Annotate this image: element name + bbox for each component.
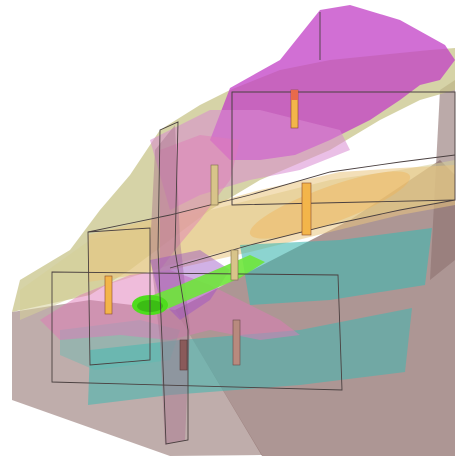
magenta-surface-cover: [150, 5, 455, 270]
orange-band: [88, 165, 455, 282]
sandstone-middle: [88, 165, 455, 282]
teal-panel-lower: [88, 308, 412, 405]
borehole-bh-1-head: [291, 90, 298, 100]
boreholes: [104, 89, 312, 371]
teal-panel-upper: [240, 228, 432, 305]
magenta-fault-branch: [160, 135, 240, 270]
borehole-bh-7: [179, 339, 188, 371]
borehole-bh-5: [104, 275, 113, 315]
orange-tunnel-upper: [249, 171, 411, 239]
magenta-slope: [150, 110, 350, 210]
frame-vertical-fault: [157, 121, 189, 445]
borehole-bh-3: [301, 182, 312, 236]
frame-left-box: [51, 271, 343, 391]
section-frames: [51, 12, 456, 445]
frame-terrain-contour-lower: [169, 199, 456, 269]
frame-terrain-contour: [87, 154, 456, 233]
frame-middle-box: [87, 227, 151, 366]
borehole-bh-2: [210, 164, 219, 206]
borehole-bh-4: [230, 249, 239, 281]
borehole-bh-6: [232, 319, 241, 366]
